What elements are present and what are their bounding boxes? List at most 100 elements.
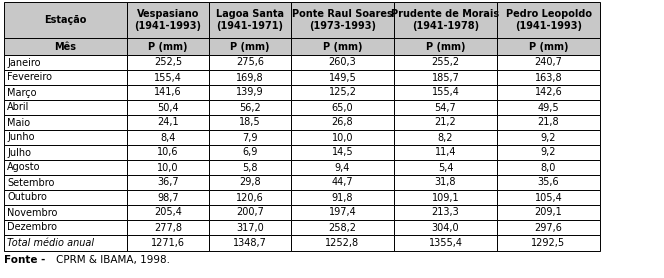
Text: Mês: Mês [54, 41, 76, 51]
Bar [497, 100, 600, 115]
Bar [127, 205, 209, 220]
Bar [4, 205, 127, 220]
Text: 125,2: 125,2 [329, 88, 357, 98]
Text: Total médio anual: Total médio anual [7, 238, 94, 248]
Bar [127, 175, 209, 190]
Bar [291, 235, 394, 251]
Text: 10,0: 10,0 [157, 163, 179, 173]
Bar [291, 85, 394, 100]
Bar [209, 38, 291, 55]
Bar [394, 55, 497, 70]
Bar [127, 145, 209, 160]
Bar [394, 2, 497, 38]
Bar [4, 85, 127, 100]
Bar [209, 175, 291, 190]
Text: 200,7: 200,7 [236, 207, 264, 217]
Text: 317,0: 317,0 [236, 222, 264, 232]
Bar [291, 100, 394, 115]
Text: Lagoa Santa
(1941-1971): Lagoa Santa (1941-1971) [216, 9, 284, 31]
Text: 10,0: 10,0 [332, 133, 353, 143]
Bar [209, 190, 291, 205]
Bar [394, 190, 497, 205]
Bar [4, 145, 127, 160]
Bar [209, 220, 291, 235]
Text: 91,8: 91,8 [332, 192, 353, 202]
Text: 277,8: 277,8 [154, 222, 182, 232]
Bar [127, 235, 209, 251]
Bar [4, 55, 127, 70]
Bar [4, 160, 127, 175]
Text: Janeiro: Janeiro [7, 58, 41, 68]
Text: 36,7: 36,7 [157, 177, 179, 187]
Text: 1252,8: 1252,8 [325, 238, 360, 248]
Text: 35,6: 35,6 [538, 177, 559, 187]
Bar [209, 130, 291, 145]
Bar [497, 205, 600, 220]
Bar [4, 130, 127, 145]
Bar [127, 2, 209, 38]
Bar [394, 220, 497, 235]
Text: 21,2: 21,2 [435, 118, 456, 128]
Text: 11,4: 11,4 [435, 148, 456, 158]
Text: P (mm): P (mm) [529, 41, 568, 51]
Text: 5,4: 5,4 [438, 163, 454, 173]
Bar [4, 115, 127, 130]
Text: 26,8: 26,8 [332, 118, 353, 128]
Text: 155,4: 155,4 [154, 73, 182, 83]
Bar [291, 70, 394, 85]
Bar [291, 55, 394, 70]
Text: 44,7: 44,7 [332, 177, 353, 187]
Text: 240,7: 240,7 [535, 58, 562, 68]
Bar [209, 115, 291, 130]
Text: Estação: Estação [44, 15, 87, 25]
Text: 65,0: 65,0 [332, 103, 353, 113]
Text: Setembro: Setembro [7, 177, 54, 187]
Bar [127, 85, 209, 100]
Bar [291, 190, 394, 205]
Bar [497, 175, 600, 190]
Text: 275,6: 275,6 [236, 58, 264, 68]
Bar [291, 38, 394, 55]
Bar [209, 145, 291, 160]
Bar [209, 2, 291, 38]
Text: 8,0: 8,0 [540, 163, 556, 173]
Text: Agosto: Agosto [7, 163, 41, 173]
Text: Prudente de Morais
(1941-1978): Prudente de Morais (1941-1978) [392, 9, 499, 31]
Bar [291, 175, 394, 190]
Bar [209, 160, 291, 175]
Text: 8,2: 8,2 [438, 133, 454, 143]
Text: 50,4: 50,4 [157, 103, 179, 113]
Text: 8,4: 8,4 [160, 133, 176, 143]
Bar [291, 160, 394, 175]
Text: 197,4: 197,4 [329, 207, 357, 217]
Text: P (mm): P (mm) [426, 41, 465, 51]
Text: 252,5: 252,5 [154, 58, 182, 68]
Text: 31,8: 31,8 [435, 177, 456, 187]
Bar [394, 115, 497, 130]
Text: 54,7: 54,7 [435, 103, 456, 113]
Bar [209, 235, 291, 251]
Text: 10,6: 10,6 [157, 148, 179, 158]
Bar [394, 100, 497, 115]
Text: 163,8: 163,8 [535, 73, 562, 83]
Text: 255,2: 255,2 [432, 58, 459, 68]
Text: 18,5: 18,5 [239, 118, 261, 128]
Text: 6,9: 6,9 [242, 148, 258, 158]
Bar [127, 55, 209, 70]
Text: Julho: Julho [7, 148, 31, 158]
Bar [4, 100, 127, 115]
Bar [209, 55, 291, 70]
Text: 297,6: 297,6 [535, 222, 562, 232]
Bar [291, 115, 394, 130]
Text: Junho: Junho [7, 133, 35, 143]
Bar [497, 70, 600, 85]
Text: Maio: Maio [7, 118, 30, 128]
Text: Dezembro: Dezembro [7, 222, 57, 232]
Bar [4, 235, 127, 251]
Bar [127, 190, 209, 205]
Text: 139,9: 139,9 [236, 88, 264, 98]
Text: P (mm): P (mm) [148, 41, 188, 51]
Text: 5,8: 5,8 [242, 163, 258, 173]
Bar [497, 145, 600, 160]
Bar [394, 130, 497, 145]
